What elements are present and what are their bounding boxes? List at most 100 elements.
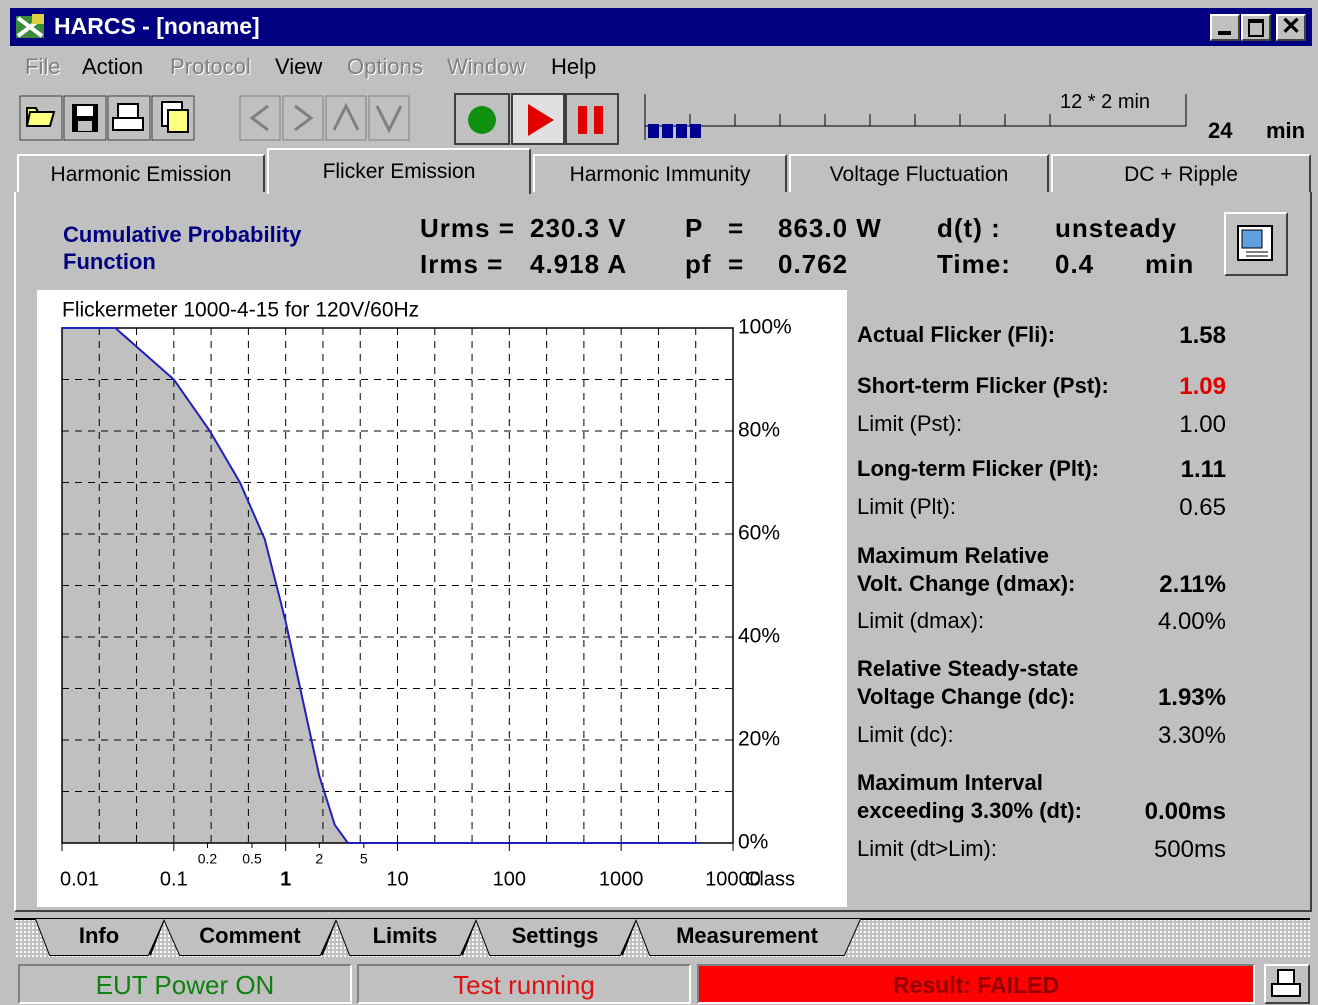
bottom-tab-strip	[14, 918, 1312, 957]
result-value: 0.65	[1179, 494, 1226, 521]
tab[interactable]: Harmonic Immunity	[533, 154, 787, 192]
result-label: Maximum Relative	[857, 543, 1049, 568]
print-button[interactable]	[1264, 964, 1310, 1004]
x-tick-label: 1	[280, 868, 291, 890]
title-bar	[10, 8, 1312, 46]
bottom-tab[interactable]: Settings	[511, 923, 599, 948]
result-value: 1.11	[1180, 456, 1226, 483]
bottom-tab[interactable]: Limits	[372, 923, 438, 948]
timeline	[644, 94, 1187, 140]
area	[62, 328, 700, 843]
status-test: Test running	[357, 964, 691, 1004]
reading: 863.0 W	[778, 213, 882, 243]
result-label: Limit (dc):	[857, 722, 954, 747]
tab[interactable]: Harmonic Emission	[17, 154, 265, 192]
result-label: Limit (Pst):	[857, 411, 963, 436]
status-power: EUT Power ON	[18, 964, 352, 1004]
x-tick-minor-label: 2	[315, 851, 323, 867]
menu-item[interactable]: Action	[82, 54, 144, 79]
menu-item[interactable]: File	[25, 54, 61, 79]
minimize-button[interactable]	[1210, 14, 1240, 41]
menu-item[interactable]: Protocol	[170, 54, 251, 79]
result-value: 2.11%	[1159, 571, 1226, 598]
y-tick-label: 100%	[738, 316, 792, 339]
result-value: 4.00%	[1157, 608, 1226, 635]
section-title: Cumulative Probability Function	[63, 221, 301, 275]
result-value: 1.93%	[1157, 684, 1226, 711]
toolbar-buttons[interactable]	[19, 93, 619, 145]
y-tick-label: 80%	[738, 419, 780, 442]
y-tick-label: 40%	[738, 625, 780, 648]
y-tick-label: 0%	[738, 831, 768, 854]
result-value: 3.30%	[1157, 722, 1226, 749]
reading: 0.762	[778, 249, 849, 279]
result-value: 1.09	[1179, 373, 1226, 400]
result-value: 1.58	[1179, 322, 1226, 349]
time-unit: min	[1266, 118, 1306, 143]
reading: 0.4	[1055, 249, 1095, 279]
tab[interactable]: Flicker Emission	[267, 148, 531, 194]
menu-item[interactable]: Window	[447, 54, 526, 79]
result-label: Volt. Change (dmax):	[857, 571, 1076, 596]
result-label: Limit (Plt):	[857, 494, 956, 519]
reading: Urms =	[420, 213, 515, 243]
result-label: Long-term Flicker (Plt):	[857, 456, 1100, 481]
result-label: Short-term Flicker (Pst):	[857, 373, 1109, 398]
x-axis-label: Class	[745, 868, 795, 890]
time-value: 24	[1208, 118, 1233, 143]
reading: =	[728, 249, 745, 279]
print-icon	[1271, 969, 1301, 997]
menu-item[interactable]: View	[275, 54, 323, 79]
section-title-line: Function	[63, 249, 156, 274]
result-label: Voltage Change (dc):	[857, 684, 1076, 709]
app-icon	[16, 14, 44, 38]
section-title-line: Cumulative Probability	[63, 222, 302, 247]
x-tick-label: 100	[493, 868, 526, 890]
reading: unsteady	[1055, 213, 1178, 243]
menu-item[interactable]: Options	[347, 54, 423, 79]
y-tick-label: 60%	[738, 522, 780, 545]
result-label: Maximum Interval	[857, 770, 1043, 795]
y-tick-label: 20%	[738, 728, 780, 751]
report-icon	[1237, 225, 1273, 261]
menu-item[interactable]: Help	[551, 54, 597, 79]
result-value: 500ms	[1153, 836, 1226, 863]
result-value: 1.00	[1179, 411, 1226, 438]
bottom-tab[interactable]: Info	[78, 923, 120, 948]
series-line	[62, 327, 700, 844]
reading: Irms =	[420, 249, 504, 279]
reading: 4.918 A	[530, 249, 628, 279]
x-tick-minor-label: 0.5	[242, 851, 262, 867]
reading: 230.3 V	[530, 213, 627, 243]
result-value: 0.00ms	[1144, 798, 1226, 825]
x-tick-label: 0.01	[60, 868, 99, 890]
result-label: Actual Flicker (Fli):	[857, 322, 1056, 347]
tab[interactable]: DC + Ripple	[1051, 154, 1311, 192]
report-button[interactable]	[1224, 212, 1288, 276]
window-title: HARCS - [noname]	[54, 13, 260, 39]
x-tick-label: 1000	[599, 868, 644, 890]
x-tick-minor-label: 0.2	[198, 851, 218, 867]
status-result: Result: FAILED	[697, 964, 1255, 1004]
x-tick-label: 10000	[705, 868, 761, 890]
x-tick-minor-label: 5	[360, 851, 368, 867]
reading: d(t) :	[937, 213, 1001, 243]
reading: =	[728, 213, 745, 243]
x-tick-label: 10	[386, 868, 408, 890]
reading: Time:	[937, 249, 1011, 279]
result-label: Relative Steady-state	[857, 656, 1079, 681]
chart-title: Flickermeter 1000-4-15 for 120V/60Hz	[62, 299, 419, 322]
tab[interactable]: Voltage Fluctuation	[789, 154, 1049, 192]
reading: P	[685, 213, 704, 243]
result-label: Limit (dmax):	[857, 608, 985, 633]
x-tick-label: 0.1	[160, 868, 188, 890]
bottom-tab[interactable]: Measurement	[676, 923, 818, 948]
maximize-button[interactable]	[1241, 14, 1271, 41]
bottom-tab[interactable]: Comment	[199, 923, 301, 948]
close-button[interactable]: ✕	[1276, 14, 1306, 41]
result-label: exceeding 3.30% (dt):	[857, 798, 1082, 823]
reading: pf	[685, 249, 712, 279]
timeline-label: 12 * 2 min	[1060, 91, 1151, 113]
